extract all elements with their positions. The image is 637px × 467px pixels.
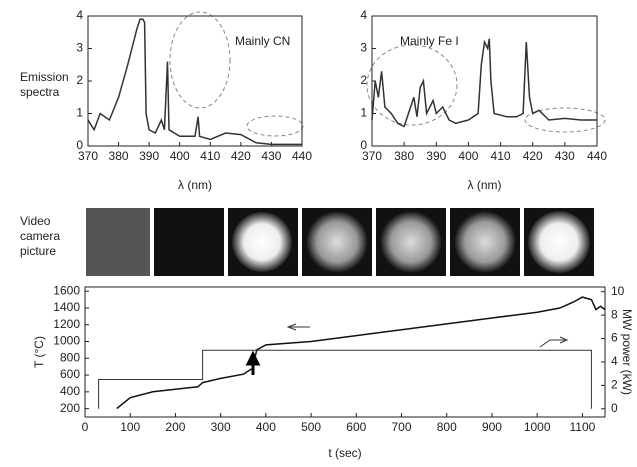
plot-frame — [84, 286, 606, 418]
video-frames — [86, 208, 594, 276]
y-tick-label: 0 — [360, 138, 367, 152]
video-glow — [306, 211, 368, 273]
series-line — [371, 38, 597, 128]
y2-tick-label: 4 — [611, 354, 618, 368]
row-label: camera — [20, 229, 60, 243]
row-label: picture — [20, 244, 56, 258]
y-tick-label: 1 — [76, 106, 83, 120]
y-tick-label: 0 — [76, 138, 83, 152]
row-label: spectra — [20, 85, 60, 99]
y-tick-label: 3 — [76, 41, 83, 55]
y-tick-label: 400 — [60, 384, 80, 398]
x-tick-label: 700 — [392, 420, 412, 434]
video-glow — [380, 211, 442, 273]
x-tick-label: 410 — [200, 149, 220, 163]
x-tick-label: 1100 — [569, 420, 595, 434]
y-tick-label: 800 — [60, 350, 80, 364]
video-glow — [454, 211, 516, 273]
x-tick-label: 500 — [301, 420, 321, 434]
x-axis-label: λ (nm) — [178, 178, 212, 192]
y2-tick-label: 10 — [611, 284, 625, 298]
series-line — [98, 349, 592, 409]
y2-tick-label: 6 — [611, 331, 618, 345]
x-tick-label: 900 — [482, 420, 502, 434]
y-tick-label: 2 — [76, 73, 83, 87]
x-axis-label: t (sec) — [328, 446, 361, 460]
y-tick-label: 4 — [76, 8, 83, 22]
series-line — [116, 296, 606, 410]
x-axis-label: λ (nm) — [468, 178, 502, 192]
highlight-ellipse — [246, 115, 304, 137]
x-tick-label: 1000 — [524, 420, 551, 434]
x-tick-label: 100 — [120, 420, 140, 434]
row-label: Video — [20, 214, 51, 228]
video-frame — [86, 208, 150, 276]
series-line — [87, 18, 302, 146]
x-tick-label: 370 — [78, 149, 98, 163]
y-tick-label: 1200 — [53, 317, 80, 331]
video-frame — [154, 208, 224, 276]
x-tick-label: 370 — [362, 149, 382, 163]
y-tick-label: 3 — [360, 41, 367, 55]
x-tick-label: 800 — [437, 420, 457, 434]
annotation: Mainly Fe I — [400, 34, 459, 48]
x-tick-label: 440 — [292, 149, 312, 163]
x-tick-label: 440 — [587, 149, 607, 163]
highlight-ellipse — [366, 44, 458, 126]
x-tick-label: 430 — [555, 149, 575, 163]
x-tick-label: 420 — [523, 149, 543, 163]
x-tick-label: 410 — [491, 149, 511, 163]
highlight-ellipse — [524, 107, 606, 133]
x-tick-label: 400 — [458, 149, 478, 163]
x-tick-label: 430 — [261, 149, 281, 163]
y2-axis-label: MW power (kW) — [620, 309, 634, 395]
y-tick-label: 2 — [360, 73, 367, 87]
x-tick-label: 390 — [139, 149, 159, 163]
y-axis-label: T (°C) — [32, 336, 46, 368]
y-tick-label: 200 — [60, 401, 80, 415]
y-tick-label: 1400 — [53, 300, 80, 314]
annotation: Mainly CN — [235, 34, 290, 48]
y2-tick-label: 8 — [611, 307, 618, 321]
x-tick-label: 200 — [165, 420, 185, 434]
y-tick-label: 4 — [360, 8, 367, 22]
x-tick-label: 0 — [82, 420, 89, 434]
y2-tick-label: 0 — [611, 401, 618, 415]
x-tick-label: 380 — [394, 149, 414, 163]
y-tick-label: 1600 — [53, 283, 80, 297]
video-glow — [232, 212, 292, 272]
y-tick-label: 1 — [360, 106, 367, 120]
x-tick-label: 390 — [426, 149, 446, 163]
series-arrow — [286, 323, 310, 331]
x-tick-label: 380 — [109, 149, 129, 163]
x-tick-label: 400 — [170, 149, 190, 163]
video-glow — [528, 211, 590, 273]
highlight-ellipse — [169, 11, 231, 109]
y-tick-label: 600 — [60, 367, 80, 381]
x-tick-label: 300 — [211, 420, 231, 434]
y2-tick-label: 2 — [611, 378, 618, 392]
series-arrow — [539, 336, 569, 348]
row-label: Emission — [20, 70, 69, 84]
x-tick-label: 400 — [256, 420, 276, 434]
x-tick-label: 600 — [346, 420, 366, 434]
y-tick-label: 1000 — [53, 334, 80, 348]
x-tick-label: 420 — [231, 149, 251, 163]
